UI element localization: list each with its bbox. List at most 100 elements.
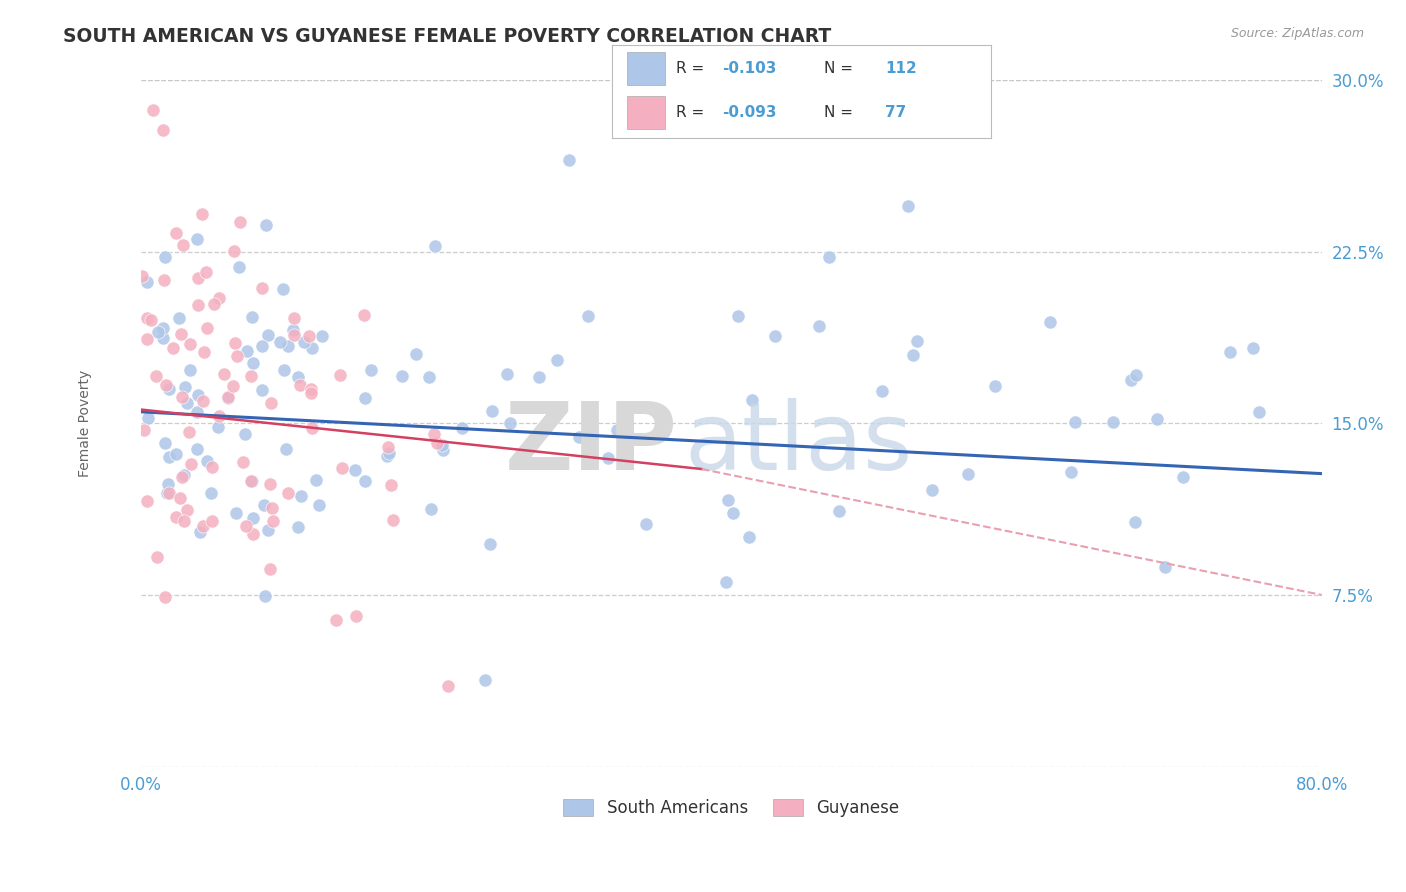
Point xyxy=(298,329,321,343)
Point xyxy=(172,238,194,252)
Point xyxy=(187,298,209,312)
Point xyxy=(1064,415,1087,429)
Point xyxy=(165,509,187,524)
Point xyxy=(229,215,252,229)
Point xyxy=(165,226,187,240)
Point xyxy=(242,356,264,370)
Point xyxy=(259,477,281,491)
Point xyxy=(195,265,218,279)
Legend: South Americans, Guyanese: South Americans, Guyanese xyxy=(557,792,905,823)
Point xyxy=(1060,465,1083,479)
Point xyxy=(176,396,198,410)
Text: -0.093: -0.093 xyxy=(721,105,776,120)
Point xyxy=(1249,405,1271,419)
Y-axis label: Female Poverty: Female Poverty xyxy=(79,369,93,477)
Point xyxy=(242,310,264,324)
Point xyxy=(191,207,214,221)
Point xyxy=(153,435,176,450)
Point xyxy=(179,363,201,377)
Point xyxy=(153,590,176,604)
Point xyxy=(897,199,920,213)
Point xyxy=(225,506,247,520)
Point xyxy=(546,352,568,367)
Point xyxy=(330,461,353,475)
Point xyxy=(287,369,309,384)
Point xyxy=(173,514,195,528)
Point xyxy=(381,512,404,526)
Point xyxy=(173,468,195,483)
Point xyxy=(177,425,200,440)
Point xyxy=(224,336,246,351)
FancyBboxPatch shape xyxy=(627,52,665,85)
Point xyxy=(256,523,278,537)
Point xyxy=(378,446,401,460)
Point xyxy=(217,390,239,404)
Point xyxy=(195,454,218,468)
Point xyxy=(299,385,322,400)
Text: R =: R = xyxy=(676,105,709,120)
Point xyxy=(277,486,299,500)
Point xyxy=(418,369,440,384)
Point xyxy=(499,417,522,431)
Point xyxy=(240,475,263,489)
Point xyxy=(353,308,375,322)
Point xyxy=(156,486,179,500)
Point xyxy=(496,367,519,381)
Point xyxy=(1101,416,1123,430)
Point xyxy=(568,429,591,443)
Point xyxy=(727,309,749,323)
Point xyxy=(905,334,928,348)
Point xyxy=(186,442,208,457)
Point xyxy=(152,123,174,137)
Point xyxy=(250,339,273,353)
Point xyxy=(254,218,277,232)
Point xyxy=(420,502,443,516)
Point xyxy=(170,469,193,483)
Point xyxy=(277,339,299,353)
Point xyxy=(170,390,193,404)
Point xyxy=(558,153,581,167)
Point xyxy=(222,244,245,258)
Point xyxy=(200,486,222,500)
Point xyxy=(828,504,851,518)
Point xyxy=(260,395,283,409)
Point xyxy=(405,347,427,361)
Point xyxy=(233,427,256,442)
Point xyxy=(253,498,276,512)
Point xyxy=(201,459,224,474)
Point xyxy=(377,440,399,454)
Point xyxy=(818,251,841,265)
Point xyxy=(201,514,224,528)
Point xyxy=(186,405,208,419)
Point xyxy=(375,449,398,463)
Point xyxy=(714,575,737,590)
Point xyxy=(186,232,208,246)
Point xyxy=(430,438,453,452)
Point xyxy=(232,455,254,469)
Point xyxy=(174,379,197,393)
Point xyxy=(901,348,924,362)
Point xyxy=(380,478,402,492)
Point xyxy=(478,537,501,551)
Point xyxy=(180,457,202,471)
Point xyxy=(269,334,291,349)
Point xyxy=(354,474,377,488)
Point xyxy=(157,382,180,396)
Point xyxy=(737,530,759,544)
Point xyxy=(721,506,744,520)
Point xyxy=(426,436,449,450)
Point xyxy=(527,370,550,384)
Point xyxy=(1219,345,1241,359)
Point xyxy=(325,613,347,627)
Point xyxy=(153,273,176,287)
Point xyxy=(1171,470,1194,484)
Point xyxy=(145,550,167,565)
Point xyxy=(136,310,159,325)
Point xyxy=(240,369,263,384)
Point xyxy=(157,450,180,465)
Point xyxy=(437,680,460,694)
Point xyxy=(195,320,218,334)
Text: 77: 77 xyxy=(884,105,907,120)
Text: ZIP: ZIP xyxy=(505,398,678,490)
Point xyxy=(598,451,620,466)
